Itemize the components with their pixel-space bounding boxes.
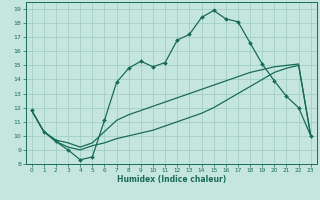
X-axis label: Humidex (Indice chaleur): Humidex (Indice chaleur)	[116, 175, 226, 184]
